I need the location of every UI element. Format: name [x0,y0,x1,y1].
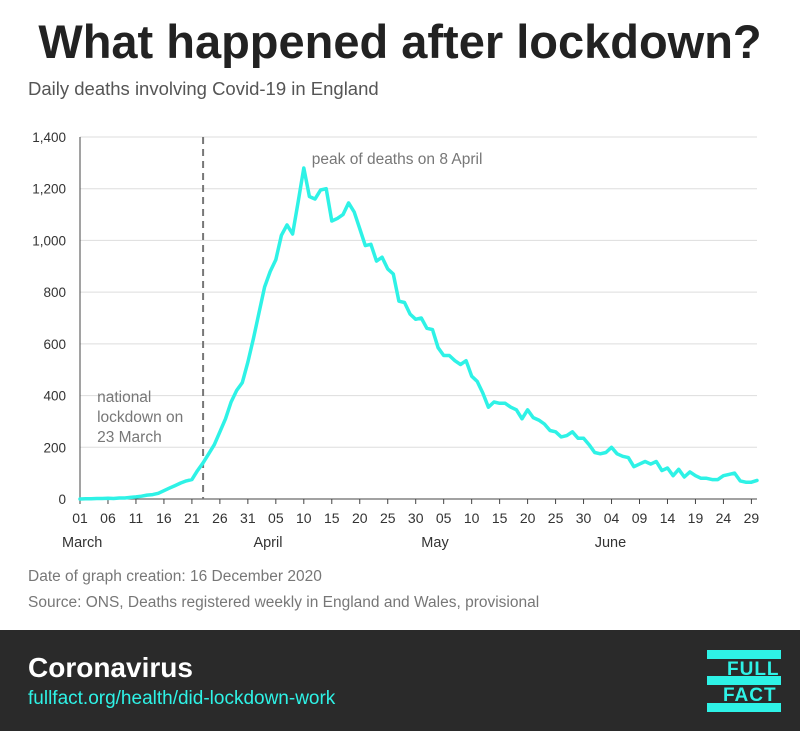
full-fact-logo: FULL FACT [707,650,781,712]
footer-bar: Coronavirus fullfact.org/health/did-lock… [0,630,800,731]
chart-subtitle: Daily deaths involving Covid-19 in Engla… [28,78,379,99]
month-label: May [421,535,449,551]
logo-word-top: FULL [727,659,780,680]
x-tick-label: 30 [408,510,424,526]
footer-link[interactable]: fullfact.org/health/did-lockdown-work [28,688,336,709]
lockdown-annotation: 23 March [97,429,162,446]
y-tick-label: 1,200 [32,182,66,197]
x-tick-label: 31 [240,510,256,526]
x-tick-label: 21 [184,510,200,526]
x-tick-label: 05 [268,510,284,526]
x-tick-label: 15 [324,510,340,526]
x-tick-label: 25 [548,510,564,526]
page-title: What happened after lockdown? [38,15,762,68]
creation-date-note: Date of graph creation: 16 December 2020 [28,568,322,585]
y-tick-label: 1,000 [32,233,66,248]
deaths-series-line [78,166,759,501]
x-tick-label: 04 [604,510,620,526]
x-tick-label: 10 [464,510,480,526]
x-tick-label: 25 [380,510,396,526]
y-tick-label: 200 [43,440,66,455]
month-label: March [62,535,102,551]
x-tick-label: 05 [436,510,452,526]
x-tick-label: 14 [660,510,676,526]
x-tick-label: 30 [576,510,592,526]
footer-title: Coronavirus [28,652,193,683]
x-tick-label: 15 [492,510,508,526]
line-chart: 0 200 400 600 800 1,000 1,200 1,400 01 06 11 16 21 26… [32,130,760,551]
lockdown-annotation: lockdown on [97,409,183,426]
x-tick-label: 24 [716,510,732,526]
y-tick-label: 800 [43,285,66,300]
x-tick-label: 10 [296,510,312,526]
x-tick-label: 20 [520,510,536,526]
x-tick-label: 29 [744,510,760,526]
x-tick-label: 19 [688,510,704,526]
y-tick-label: 600 [43,337,66,352]
x-tick-label: 01 [72,510,88,526]
y-tick-label: 400 [43,389,66,404]
peak-annotation: peak of deaths on 8 April [312,151,483,168]
x-tick-label: 11 [129,510,144,526]
x-tick-label: 09 [632,510,648,526]
x-tick-label: 16 [156,510,172,526]
y-tick-label: 1,400 [32,130,66,145]
logo-word-bottom: FACT [723,685,777,706]
lockdown-annotation: national [97,389,151,406]
x-tick-label: 06 [100,510,116,526]
month-label: April [253,535,282,551]
x-tick-label: 26 [212,510,228,526]
y-tick-label: 0 [58,492,66,507]
month-label: June [595,535,626,551]
source-note: Source: ONS, Deaths registered weekly in… [28,594,540,611]
x-tick-label: 20 [352,510,368,526]
